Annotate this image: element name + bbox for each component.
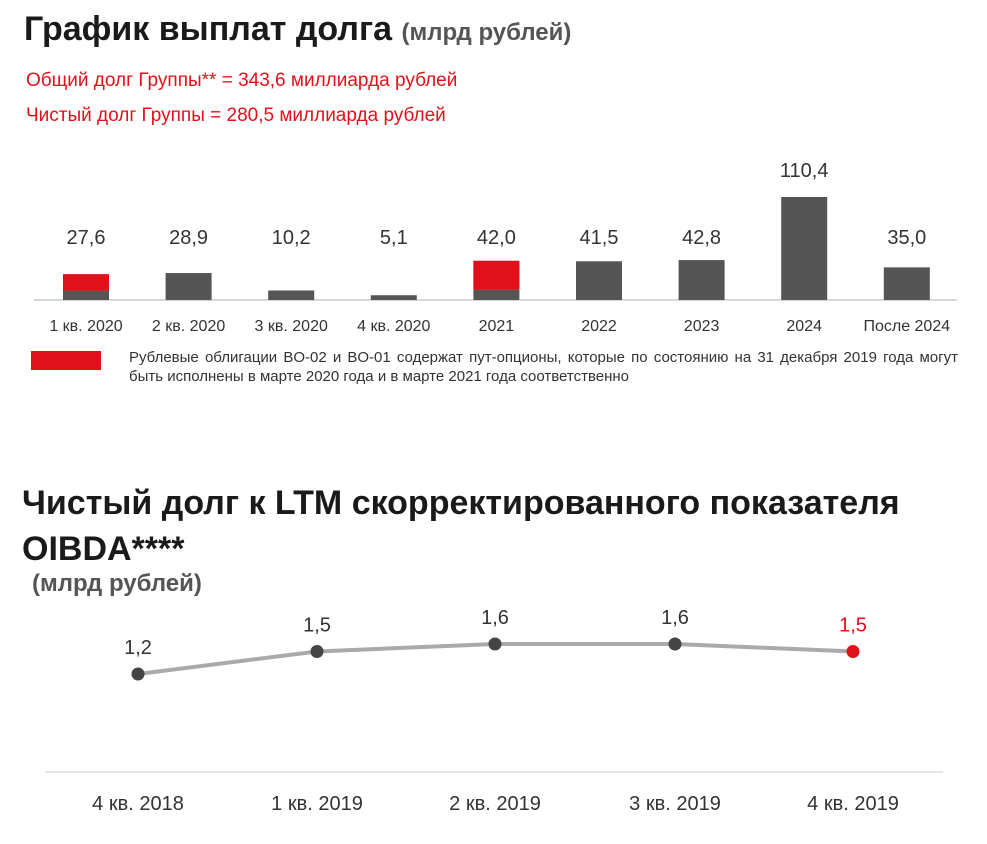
bar-value-label: 5,1: [380, 227, 408, 249]
chart-title: График выплат долга (млрд рублей): [24, 10, 571, 49]
bar-value-label: 42,0: [477, 227, 516, 249]
legend-swatch-put-option: [31, 351, 101, 370]
bar: [370, 295, 417, 300]
bar: [165, 273, 212, 300]
bar-category-label: 1 кв. 2020: [49, 318, 122, 335]
bar-category-label: 2024: [786, 318, 822, 335]
bar-category-label: 4 кв. 2020: [357, 318, 430, 335]
bar: [883, 267, 930, 300]
bar: [268, 290, 315, 300]
bar-value-label: 28,9: [169, 227, 208, 249]
net-debt-oibda-line-chart: 1,2 4 кв. 2018 1,5 1 кв. 2019 1,6 2 кв. 2019 1…: [45, 607, 943, 815]
chart-title-text: График выплат долга: [24, 10, 393, 48]
bar: [678, 260, 725, 300]
bar-value-label: 35,0: [887, 227, 926, 249]
debt-repayment-bar-chart: 27,6 1 кв. 2020 28,9 2 кв. 2020 10,2 3 кв. 20…: [34, 160, 957, 335]
bar-value-label: 41,5: [580, 227, 619, 249]
legend-text: Рублевые облигации BO-02 и BO-01 содержа…: [129, 349, 958, 385]
bar-category-label: 2 кв. 2020: [152, 318, 225, 335]
net-debt-note: Чистый долг Группы = 280,5 миллиарда руб…: [26, 105, 446, 126]
bar-value-label: 10,2: [272, 227, 311, 249]
total-debt-note: Общий долг Группы** = 343,6 миллиарда ру…: [26, 70, 458, 91]
data-point: [846, 645, 860, 658]
data-point: [310, 645, 324, 658]
bar-value-label: 27,6: [67, 227, 106, 249]
section2-unit: (млрд рублей): [32, 570, 202, 597]
bar-put-option-segment: [63, 274, 109, 291]
x-tick-label: 4 кв. 2018: [92, 793, 184, 815]
point-value-label: 1,6: [481, 607, 509, 629]
x-tick-label: 3 кв. 2019: [629, 793, 721, 815]
bar-base: [63, 290, 109, 300]
data-point: [488, 637, 502, 651]
chart-title-unit: (млрд рублей): [401, 19, 572, 46]
bar-category-label: 3 кв. 2020: [255, 318, 328, 335]
point-value-label: 1,6: [661, 607, 689, 629]
point-value-label: 1,2: [124, 637, 152, 659]
bar-value-label: 42,8: [682, 227, 721, 249]
data-point: [668, 637, 682, 651]
section2-title: Чистый долг к LTM скорректированного пок…: [22, 484, 900, 568]
bar-put-option-segment: [473, 260, 520, 290]
bar-value-label: 110,4: [780, 160, 829, 182]
x-tick-label: 1 кв. 2019: [271, 793, 363, 815]
point-value-label: 1,5: [839, 615, 867, 637]
bar: [576, 261, 622, 300]
x-tick-label: 4 кв. 2019: [807, 793, 899, 815]
bar-category-label: 2022: [581, 318, 617, 335]
bar-category-label: 2023: [684, 318, 720, 335]
data-point: [131, 667, 145, 681]
bar: [781, 197, 828, 300]
x-tick-label: 2 кв. 2019: [449, 793, 541, 815]
bar-base: [473, 289, 520, 300]
bar-category-label: 2021: [479, 318, 515, 335]
point-value-label: 1,5: [303, 615, 331, 637]
bar-category-label: После 2024: [863, 318, 950, 335]
